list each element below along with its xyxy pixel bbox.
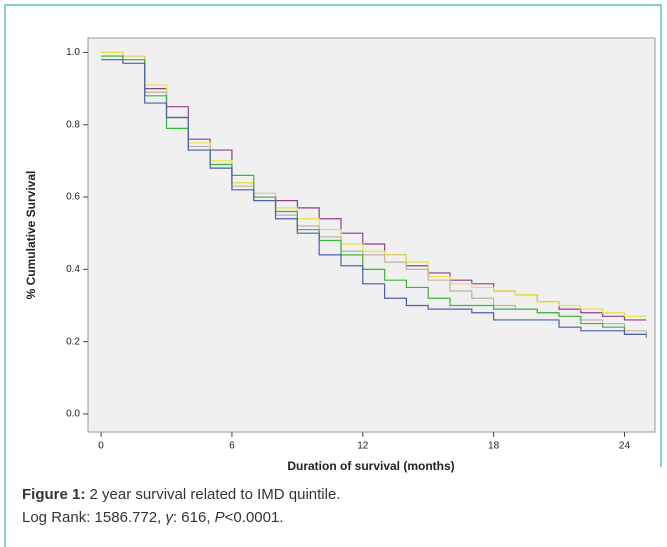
y-tick-label: 0.0 [66,409,80,420]
caption-part: : 616, [172,509,215,526]
y-tick-label: 0.8 [66,119,80,130]
caption-part: <0.0001. [224,509,284,526]
caption-line-1: Figure 1: 2 year survival related to IMD… [22,486,340,503]
survival-line [101,59,647,336]
survival-line [101,51,647,317]
x-axis-label: Duration of survival (months) [287,459,454,473]
plot-area [87,37,656,433]
y-axis-label: % Cumulative Survival [24,171,38,300]
caption-text: 2 year survival related to IMD quintile. [89,486,341,503]
x-tick-label: 24 [619,441,631,452]
x-tick-label: 0 [98,441,104,452]
x-tick-label: 18 [488,441,500,452]
y-tick-label: 1.0 [66,47,80,58]
caption-lead: Figure 1: [22,486,86,503]
caption-part: γ [165,509,173,526]
caption-line-2: Log Rank: 1586.772, γ: 616, P<0.0001. [22,509,283,526]
y-tick-label: 0.6 [66,192,80,203]
x-tick-label: 6 [229,441,235,452]
caption-part: Log Rank: 1586.772, [22,509,166,526]
x-tick-label: 12 [357,441,369,452]
y-tick-label: 0.2 [66,336,80,347]
caption-part: P [214,509,225,526]
frame [4,4,662,547]
y-tick-label: 0.4 [66,264,80,275]
